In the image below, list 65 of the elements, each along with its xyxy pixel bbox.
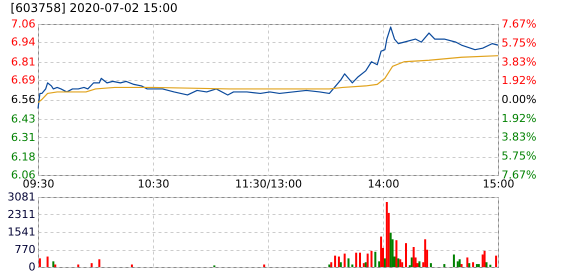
bar (98, 259, 100, 267)
bar (374, 252, 376, 267)
bar (486, 262, 488, 267)
bar (355, 252, 358, 267)
bar (344, 254, 346, 267)
bar (452, 254, 455, 267)
y-tick-label: 6.56 (11, 93, 36, 106)
bar (384, 258, 386, 267)
x-tick-label: 10:30 (138, 178, 170, 190)
bar (366, 254, 369, 267)
bar (395, 240, 398, 267)
y-tick-label: 770 (14, 243, 36, 256)
y-tick-label: 7.06 (11, 18, 36, 30)
bar (478, 264, 480, 267)
bar (424, 239, 426, 267)
y-tick-label: 2311 (8, 208, 36, 221)
y2-tick-label: 7.67% (502, 18, 536, 30)
bar (390, 232, 392, 267)
bar (405, 243, 407, 267)
bar (484, 250, 486, 267)
y2-tick-label: 1.92% (502, 74, 536, 88)
y-tick-label: 6.94 (11, 36, 36, 49)
bar (495, 256, 498, 267)
y-tick-label: 6.18 (11, 150, 36, 164)
y2-tick-label: 1.92% (502, 112, 536, 125)
bar (380, 236, 382, 267)
bar (443, 264, 446, 267)
x-tick-label: 11:30/13:00 (234, 178, 302, 190)
y2-tick-label: 5.75% (502, 150, 536, 163)
y-tick-label: 6.69 (11, 73, 36, 86)
y2-tick-label: 0.00% (502, 93, 536, 106)
y2-tick-label: 5.75% (502, 36, 536, 50)
bar (370, 250, 372, 267)
bar (334, 256, 336, 267)
y-tick-label: 0 (28, 260, 36, 274)
y-tick-label: 6.43 (11, 112, 36, 126)
y-tick-label: 1541 (8, 225, 36, 238)
bar (386, 202, 388, 267)
bar (466, 257, 468, 267)
bar (472, 262, 474, 267)
bar (46, 256, 49, 267)
bar (476, 264, 478, 267)
x-tick-label: 09:30 (22, 178, 54, 190)
x-tick-label: 14:00 (368, 178, 400, 190)
bar (90, 263, 93, 267)
bar (340, 262, 342, 267)
bar (359, 252, 361, 267)
y-tick-label: 6.81 (11, 55, 36, 68)
bar (430, 263, 432, 267)
bar (412, 247, 415, 267)
bar (482, 254, 484, 267)
chart-title: [603758] 2020-07-02 15:00 (10, 1, 178, 15)
y-tick-label: 6.31 (11, 130, 36, 144)
y-tick-label: 3081 (8, 190, 36, 204)
bar (460, 264, 463, 267)
y2-tick-label: 3.83% (502, 130, 536, 144)
bar (38, 258, 41, 267)
bar (401, 262, 404, 267)
y2-tick-label: 3.83% (502, 55, 536, 68)
x-tick-label: 15:00 (482, 178, 514, 190)
bar (338, 256, 340, 267)
bar (468, 263, 470, 267)
line-series (37, 55, 499, 104)
bar (348, 258, 350, 267)
bar (52, 261, 54, 267)
